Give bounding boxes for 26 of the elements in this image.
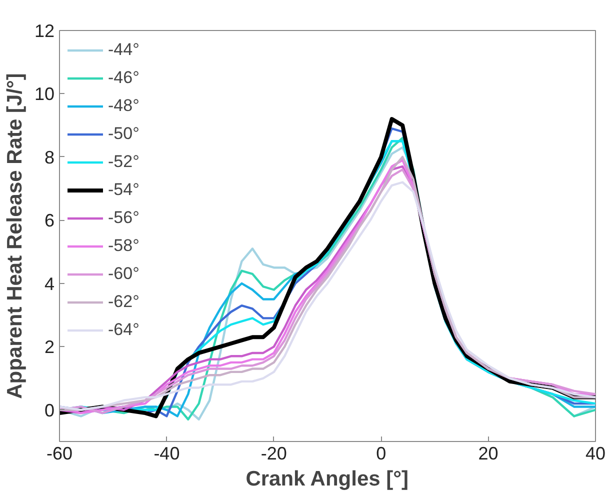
- legend-label: -50°: [108, 123, 140, 145]
- x-tick-label: -40: [154, 444, 180, 464]
- y-tick-label: 8: [44, 147, 55, 168]
- y-tick-label: 12: [34, 21, 55, 41]
- x-tick-label: -60: [46, 444, 73, 464]
- legend-label: -56°: [108, 207, 140, 229]
- y-axis-title: Apparent Heat Release Rate [J/°]: [3, 73, 26, 399]
- legend-label: -62°: [108, 291, 140, 313]
- legend-label: -46°: [108, 67, 140, 89]
- y-tick-label: 10: [34, 84, 55, 104]
- legend-label: -54°: [108, 179, 140, 201]
- legend-label: -60°: [108, 263, 140, 285]
- y-tick-label: 6: [44, 210, 55, 231]
- x-axis-title: Crank Angles [°]: [246, 468, 409, 490]
- legend-label: -52°: [108, 151, 140, 173]
- y-tick-label: 2: [44, 337, 55, 358]
- x-tick-label: 20: [478, 444, 498, 464]
- legend-label: -58°: [108, 235, 140, 257]
- y-tick-label: 4: [44, 274, 55, 294]
- x-tick-label: 40: [585, 444, 606, 464]
- legend-label: -64°: [108, 319, 140, 341]
- legend-label: -44°: [108, 39, 140, 61]
- x-tick-label: 0: [376, 444, 386, 464]
- y-tick-label: 0: [44, 400, 55, 420]
- legend-label: -48°: [108, 95, 140, 117]
- x-tick-label: -20: [260, 444, 287, 464]
